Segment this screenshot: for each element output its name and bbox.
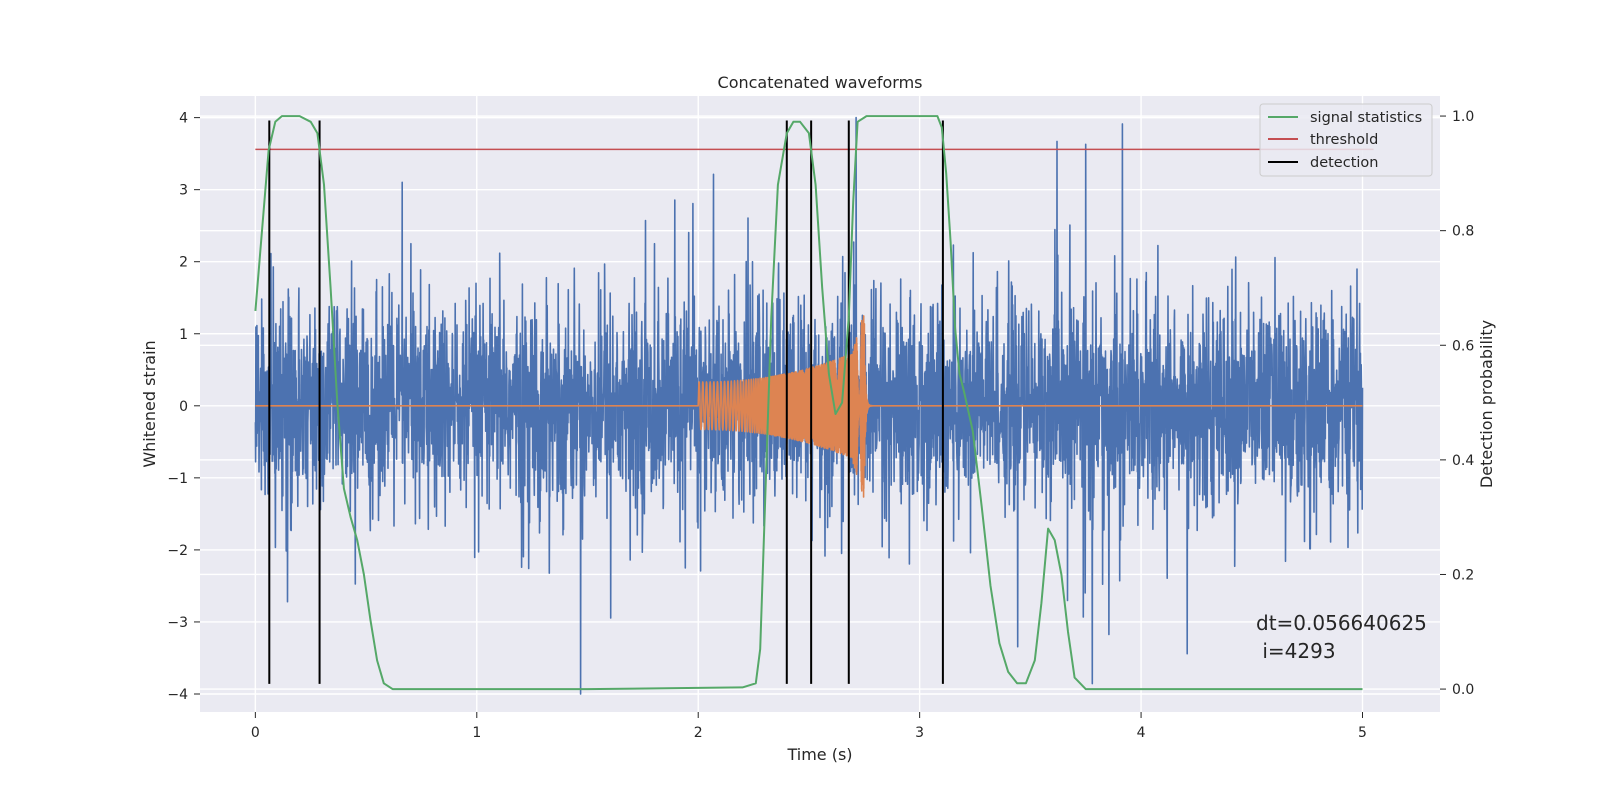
x-tick-label: 3 [915, 725, 924, 741]
y-left-tick-label: 2 [179, 255, 188, 271]
y-left-axis-label: Whitened strain [140, 340, 159, 467]
y-right-tick-label: 0.2 [1452, 567, 1474, 583]
y-left-tick-label: −2 [167, 543, 188, 559]
x-tick-label: 5 [1358, 725, 1367, 741]
signal-statistics-series [254, 115, 1363, 691]
x-tick-label: 0 [251, 725, 260, 741]
annotation-i: i=4293 [1256, 639, 1336, 663]
legend-label-signal-statistics: signal statistics [1310, 110, 1422, 126]
x-axis-label: Time (s) [786, 745, 852, 764]
y-left-tick-label: 4 [179, 111, 188, 127]
signal-statistics-line [254, 115, 1363, 691]
y-right-tick-label: 1.0 [1452, 109, 1474, 125]
y-right-axis-label: Detection probability [1477, 320, 1496, 488]
legend-box [1259, 103, 1433, 177]
annotation-dt: dt=0.056640625 [1256, 611, 1427, 635]
legend: signal statistics threshold detection [1259, 103, 1433, 177]
x-tick-label: 1 [472, 725, 481, 741]
y-left-tick-label: 0 [179, 399, 188, 415]
y-left-tick-label: 1 [179, 327, 188, 343]
y-left-tick-label: −1 [167, 471, 188, 487]
legend-label-detection: detection [1310, 155, 1378, 171]
y-right-tick-label: 0.6 [1452, 338, 1474, 354]
x-tick-label: 4 [1137, 725, 1146, 741]
legend-label-threshold: threshold [1310, 132, 1378, 148]
x-tick-label: 2 [694, 725, 703, 741]
detection-series [268, 120, 944, 684]
y-right-tick-label: 0.4 [1452, 453, 1474, 469]
y-right-tick-label: 0.0 [1452, 682, 1474, 698]
axes-ticks: 0 1 2 3 4 5 4 3 2 1 0 −1 −2 −3 −4 1.0 0.8 0.6 0.4 0.2 0.0 [167, 109, 1474, 741]
y-right-tick-label: 0.8 [1452, 224, 1474, 240]
y-left-tick-label: −3 [167, 615, 188, 631]
y-left-tick-label: 3 [179, 183, 188, 199]
chart-title: Concatenated waveforms [718, 73, 923, 92]
plot-content [254, 115, 1374, 695]
y-left-tick-label: −4 [167, 687, 188, 703]
